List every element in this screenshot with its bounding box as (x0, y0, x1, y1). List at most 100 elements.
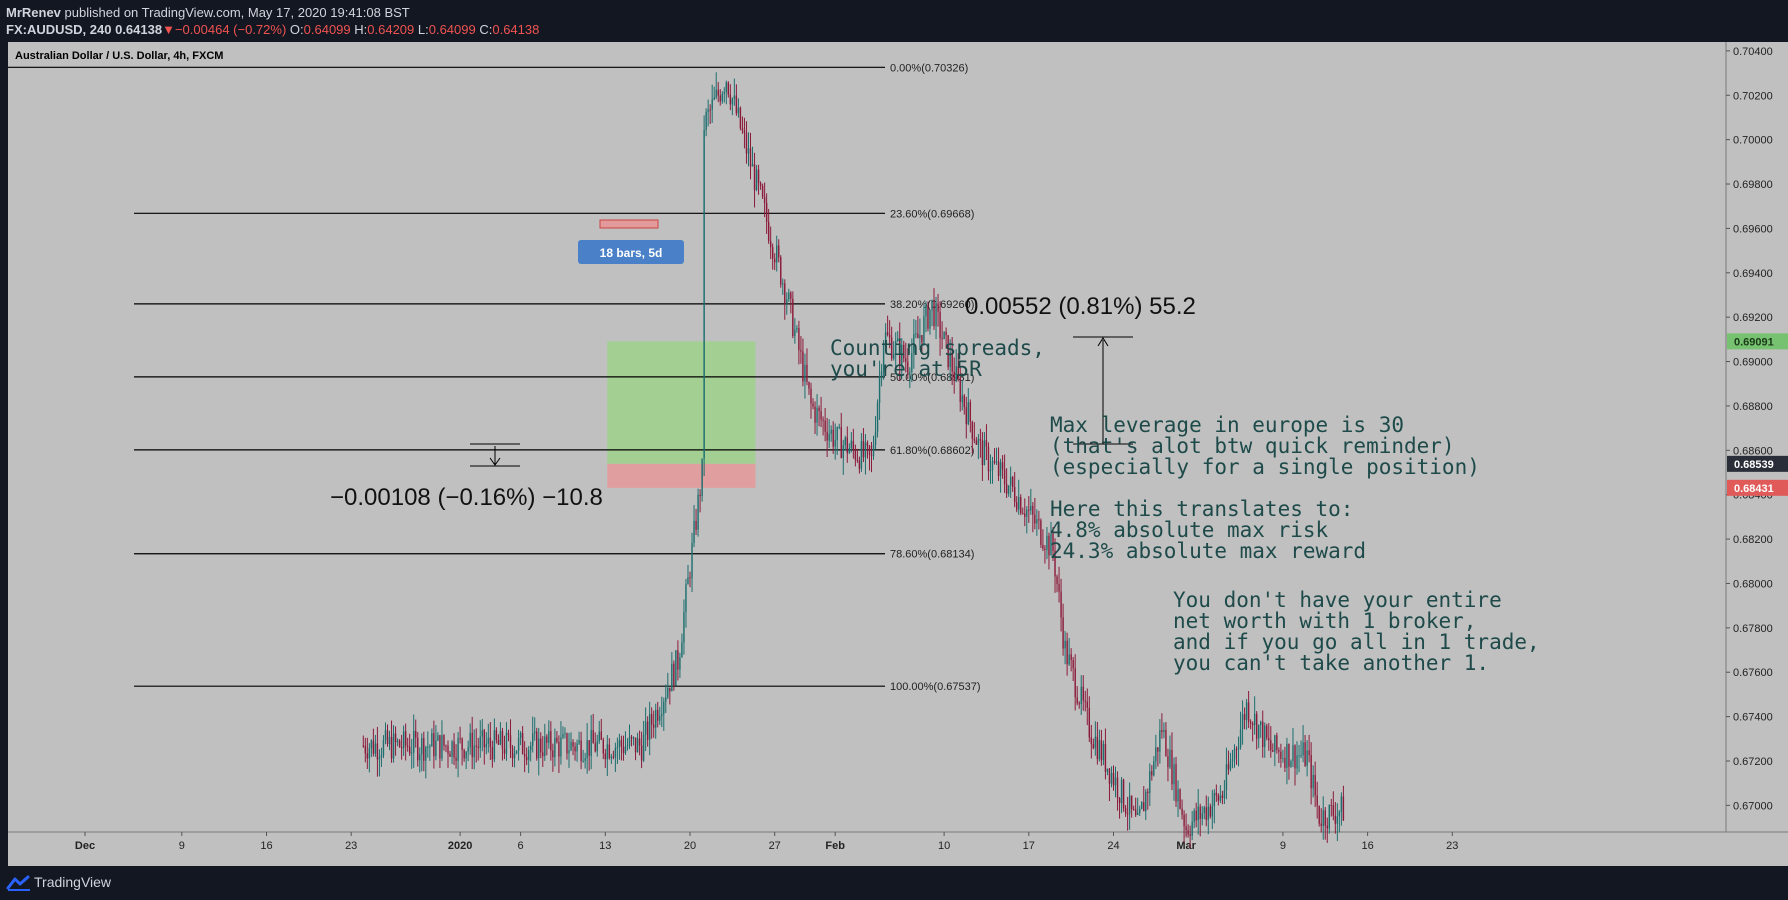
candle-body (540, 738, 542, 753)
candle-body (792, 298, 794, 337)
time-axis[interactable] (8, 832, 1788, 866)
annotation-counting-spreads[interactable]: Counting spreads, you're at 5R (830, 336, 1045, 381)
candle-body (657, 709, 659, 721)
candle-body (538, 738, 540, 759)
candle-body (727, 82, 730, 95)
candle-body (786, 299, 788, 304)
annotation-line: you're at 5R (830, 357, 982, 381)
measure-up-tool[interactable]: 0.00552 (0.81%) 55.2 (965, 293, 1196, 445)
candle-body (1199, 806, 1201, 819)
price-axis[interactable] (1726, 42, 1788, 832)
candle-body (423, 738, 425, 761)
candle-body (1155, 747, 1157, 762)
date-range-measure[interactable]: 18 bars, 5d (578, 219, 684, 264)
candle-body (715, 89, 717, 98)
open-label: O: (289, 22, 304, 37)
candle-body (880, 371, 883, 377)
candle-body (445, 745, 447, 747)
candle-body (572, 741, 574, 747)
candle-body (685, 584, 687, 612)
annotation-line: Here this translates to: (1050, 497, 1353, 521)
tradingview-logo-icon[interactable] (6, 874, 32, 892)
candle-body (860, 440, 863, 469)
candle-body (396, 740, 399, 743)
candle-body (961, 395, 963, 403)
candle-body (1054, 550, 1056, 577)
candle-body (382, 740, 385, 756)
candle-body (1066, 640, 1068, 665)
candle-body (919, 335, 921, 339)
tradingview-brand[interactable]: TradingView (34, 874, 112, 890)
measure-down-tool[interactable]: −0.00108 (−0.16%) −10.8 (330, 443, 603, 511)
candle-body (977, 438, 980, 445)
fib-retracement[interactable]: 0.00%(0.70326)23.60%(0.69668)38.20%(0.69… (8, 62, 981, 693)
candle-body (1149, 771, 1151, 794)
candle-body (850, 440, 853, 449)
candle-body (1132, 809, 1135, 811)
candle-body (1116, 777, 1119, 799)
candle-body (1290, 761, 1292, 767)
candle-body (542, 752, 544, 757)
candle-body (683, 611, 685, 643)
candle-body (886, 332, 889, 335)
candle-body (523, 754, 526, 758)
candle-body (390, 736, 393, 759)
candle-body (899, 338, 901, 366)
measure-up-label: 0.00552 (0.81%) 55.2 (965, 293, 1196, 320)
author-name[interactable]: MrRenev (6, 5, 61, 20)
candle-body (903, 344, 905, 359)
candle-body (1013, 487, 1016, 503)
candle-body (711, 99, 713, 110)
position-stop-zone[interactable] (607, 463, 756, 488)
candle-body (1003, 469, 1006, 485)
candle-body (378, 757, 381, 760)
candle-body (864, 442, 867, 458)
candle-body (610, 756, 613, 759)
candle-body (691, 543, 693, 579)
candle-body (759, 183, 762, 187)
candle-body (453, 741, 455, 758)
candle-body (1060, 591, 1062, 618)
candle-body (909, 371, 911, 373)
annotation-line: You don't have your entire (1173, 588, 1502, 612)
position-target-zone[interactable] (607, 341, 756, 464)
candle-body (1011, 477, 1014, 488)
candle-body (638, 738, 641, 746)
x-tick-label: Feb (825, 840, 845, 852)
annotation-max-leverage[interactable]: Max leverage in europe is 30 (that's alo… (1050, 413, 1480, 563)
long-position-tool[interactable] (607, 341, 756, 488)
candle-body (761, 186, 764, 197)
candle-body (699, 494, 701, 497)
candle-body (640, 745, 643, 761)
candle-body (767, 221, 770, 241)
candle-body (1094, 736, 1097, 749)
candle-body (1046, 535, 1048, 550)
date-range-bar[interactable] (599, 219, 659, 229)
y-tick-label: 0.67600 (1733, 667, 1773, 679)
annotation-net-worth[interactable]: You don't have your entire net worth wit… (1173, 588, 1540, 675)
candle-body (681, 642, 683, 658)
candle-body (894, 340, 897, 354)
candle-body (421, 738, 423, 755)
price-chart[interactable]: 0.70400 0.70200 0.70000 0.69800 0.69600 0.694… (0, 42, 1788, 866)
candle-body (1320, 823, 1322, 826)
candle-body (364, 745, 367, 754)
candle-body (778, 245, 780, 258)
candle-body (1145, 791, 1147, 812)
candle-body (525, 757, 528, 761)
candle-body (1052, 533, 1054, 551)
symbol-name[interactable]: FX:AUDUSD, 240 (6, 22, 112, 37)
candle-body (663, 701, 665, 715)
candle-body (892, 353, 895, 359)
candle-body (693, 520, 695, 544)
candle-body (810, 388, 812, 404)
candle-body (634, 737, 637, 753)
y-tick-label: 0.68600 (1733, 445, 1773, 457)
candle-body (965, 407, 967, 425)
candle-body (1042, 544, 1044, 549)
candle-body (955, 366, 957, 381)
candle-body (477, 746, 479, 749)
candle-body (1298, 755, 1300, 757)
candle-body (1328, 805, 1330, 829)
candle-body (854, 448, 857, 460)
